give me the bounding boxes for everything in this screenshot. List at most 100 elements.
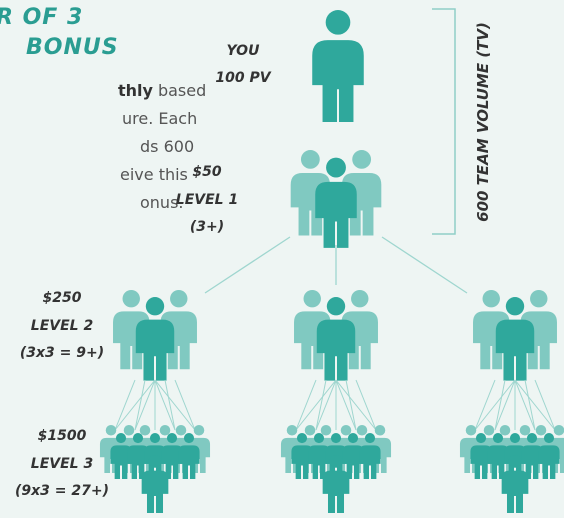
connector bbox=[382, 237, 467, 293]
person-head bbox=[170, 290, 187, 307]
connector bbox=[115, 380, 155, 430]
connector bbox=[135, 380, 155, 430]
person-head bbox=[466, 425, 477, 436]
bold-text: thly bbox=[118, 81, 154, 100]
level-name: LEVEL 2 bbox=[31, 318, 93, 334]
person-head bbox=[483, 290, 500, 307]
person-body bbox=[136, 320, 174, 381]
person-head bbox=[184, 433, 194, 443]
person-head bbox=[365, 433, 375, 443]
person-head bbox=[544, 433, 554, 443]
person-head bbox=[321, 425, 332, 436]
person-head bbox=[341, 425, 352, 436]
person-head bbox=[106, 425, 117, 436]
connector bbox=[155, 380, 195, 430]
person-body bbox=[323, 471, 350, 513]
person-body bbox=[312, 40, 364, 122]
connector bbox=[155, 380, 175, 430]
person-head bbox=[297, 433, 307, 443]
person-head bbox=[352, 150, 371, 169]
title-line: BONUS bbox=[26, 35, 119, 60]
connector bbox=[525, 380, 535, 430]
person-head bbox=[287, 425, 298, 436]
diagram: R OF 3 BONUS thlybased ure. Each ds 600 … bbox=[0, 0, 564, 518]
person-body bbox=[178, 445, 199, 479]
bracket bbox=[432, 9, 455, 234]
person-head bbox=[123, 290, 140, 307]
level-amount: $250 bbox=[43, 290, 82, 306]
level-count: (3+) bbox=[190, 219, 224, 235]
connector bbox=[296, 380, 316, 430]
you-label: YOU bbox=[227, 43, 261, 59]
person-head bbox=[124, 425, 135, 436]
person-head bbox=[510, 433, 520, 443]
person-head bbox=[176, 425, 187, 436]
connector bbox=[296, 380, 336, 430]
connector bbox=[475, 380, 515, 430]
connector bbox=[336, 380, 376, 430]
person-body bbox=[142, 471, 169, 513]
description-line: ure. Each bbox=[122, 109, 197, 128]
connector bbox=[115, 380, 135, 430]
person-body bbox=[496, 320, 534, 381]
connectors bbox=[205, 237, 467, 293]
team-volume-label: 600 TEAM VOLUME (TV) bbox=[474, 22, 492, 222]
person-head bbox=[301, 150, 320, 169]
person-head bbox=[194, 425, 205, 436]
connector bbox=[316, 380, 336, 430]
person-head bbox=[304, 290, 321, 307]
person-head bbox=[140, 425, 151, 436]
person-head bbox=[149, 455, 162, 468]
connector bbox=[175, 380, 195, 430]
person-head bbox=[509, 455, 522, 468]
connector bbox=[515, 380, 535, 430]
person-head bbox=[327, 297, 345, 315]
connector bbox=[336, 380, 356, 430]
person-head bbox=[484, 425, 495, 436]
person-head bbox=[314, 433, 324, 443]
person-head bbox=[530, 290, 547, 307]
person-head bbox=[330, 455, 343, 468]
person-body bbox=[538, 445, 559, 479]
person-head bbox=[357, 425, 368, 436]
person-head bbox=[331, 433, 341, 443]
person-icon bbox=[312, 10, 364, 122]
person-head bbox=[500, 425, 511, 436]
description-line: eive this bbox=[120, 165, 188, 184]
person-head bbox=[536, 425, 547, 436]
connector bbox=[346, 380, 356, 430]
level-amount: $1500 bbox=[38, 428, 87, 444]
title-line: R OF 3 bbox=[0, 5, 83, 30]
person-head bbox=[160, 425, 171, 436]
person-head bbox=[554, 425, 564, 436]
person-head bbox=[305, 425, 316, 436]
connector bbox=[515, 380, 555, 430]
person-head bbox=[351, 290, 368, 307]
you-pv: 100 PV bbox=[215, 70, 271, 86]
connector bbox=[535, 380, 555, 430]
person-body bbox=[317, 320, 355, 381]
person-head bbox=[520, 425, 531, 436]
connector bbox=[475, 380, 495, 430]
person-head bbox=[326, 158, 346, 178]
text: based bbox=[158, 81, 206, 100]
connector bbox=[495, 380, 515, 430]
person-head bbox=[150, 433, 160, 443]
level-name: LEVEL 1 bbox=[176, 192, 238, 208]
connector bbox=[316, 380, 326, 430]
person-head bbox=[375, 425, 386, 436]
person-head bbox=[133, 433, 143, 443]
person-head bbox=[527, 433, 537, 443]
description-line: ds 600 bbox=[140, 137, 194, 156]
connector bbox=[135, 380, 145, 430]
person-head bbox=[167, 433, 177, 443]
connector bbox=[356, 380, 376, 430]
level-name: LEVEL 3 bbox=[31, 456, 93, 472]
person-body bbox=[359, 445, 380, 479]
level-count: (3x3 = 9+) bbox=[20, 345, 104, 361]
level-count: (9x3 = 27+) bbox=[15, 483, 109, 499]
person-head bbox=[116, 433, 126, 443]
person-head bbox=[476, 433, 486, 443]
person-head bbox=[146, 297, 164, 315]
